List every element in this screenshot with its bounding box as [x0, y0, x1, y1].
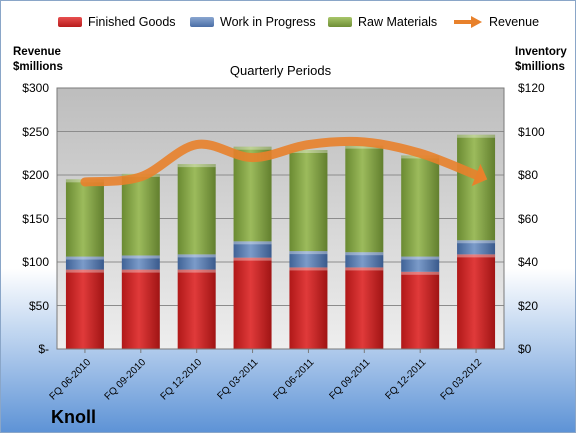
- bar-work-in-progress: [177, 254, 216, 270]
- left-tick-label: $150: [22, 211, 49, 226]
- bar-highlight: [289, 149, 328, 153]
- revenue-arrowhead: [471, 163, 488, 187]
- bar-highlight: [345, 267, 384, 271]
- bar-highlight: [457, 134, 496, 138]
- left-tick-label: $-: [38, 342, 49, 356]
- bar-finished-goods: [457, 254, 496, 349]
- left-tick-label: $200: [22, 168, 49, 182]
- left-tick-label: $50: [28, 298, 49, 313]
- right-tick-label: $0: [518, 342, 532, 356]
- bar-highlight: [65, 269, 104, 273]
- bar-highlight: [289, 267, 328, 271]
- revenue-line: [80, 136, 481, 187]
- chart-title: Quarterly Periods: [229, 63, 332, 78]
- plot-border: [56, 87, 505, 350]
- bar-finished-goods: [345, 267, 384, 349]
- bar-finished-goods: [233, 257, 272, 349]
- legend-revenue-arrow-icon: [454, 16, 482, 28]
- legend-label-finished-goods: Finished Goods: [88, 15, 176, 29]
- left-axis-title-line1: Revenue: [13, 46, 61, 58]
- bar-finished-goods: [65, 269, 104, 349]
- left-axis-title-line2: $millions: [13, 61, 63, 73]
- legend-label-raw-materials: Raw Materials: [358, 15, 438, 29]
- legend: Finished Goods Work in Progress Raw Mate…: [1, 11, 575, 31]
- bar-raw-materials: [121, 173, 160, 256]
- bar-highlight: [345, 252, 384, 256]
- bar-raw-materials: [289, 149, 328, 252]
- right-axis-title-line2: $millions: [515, 61, 565, 73]
- legend-item-raw-materials: Raw Materials: [328, 15, 437, 29]
- left-tick-label: $250: [22, 124, 49, 139]
- bar-finished-goods: [289, 267, 328, 349]
- bar-highlight: [401, 271, 440, 275]
- legend-item-work-in-progress: Work in Progress: [190, 15, 316, 29]
- bar-work-in-progress: [65, 256, 104, 270]
- legend-label-revenue: Revenue: [489, 15, 540, 29]
- bar-work-in-progress: [457, 240, 496, 255]
- bar-highlight: [177, 254, 216, 258]
- bar-highlight: [233, 241, 272, 245]
- bar-work-in-progress: [401, 256, 440, 272]
- bar-work-in-progress: [233, 241, 272, 258]
- left-axis-title: Revenue $millions: [13, 45, 63, 75]
- right-tick-label: $60: [518, 211, 539, 226]
- bar-highlight: [289, 251, 328, 255]
- bar-highlight: [121, 255, 160, 259]
- bar-raw-materials: [457, 134, 496, 241]
- bar-highlight: [177, 164, 216, 168]
- bar-work-in-progress: [121, 255, 160, 270]
- right-tick-label: $120: [518, 81, 545, 95]
- legend-item-finished-goods: Finished Goods: [58, 15, 176, 29]
- right-axis-title-line1: Inventory: [515, 46, 567, 58]
- right-tick-label: $20: [518, 298, 539, 313]
- bar-work-in-progress: [345, 252, 384, 268]
- bar-highlight: [345, 145, 384, 149]
- bar-raw-materials: [345, 145, 384, 253]
- bar-raw-materials: [401, 155, 440, 257]
- bar-raw-materials: [177, 164, 216, 255]
- bar-highlight: [233, 146, 272, 150]
- left-tick-label: $300: [22, 81, 49, 95]
- bar-highlight: [457, 240, 496, 244]
- right-axis-title: Inventory $millions: [515, 45, 567, 75]
- bar-highlight: [177, 269, 216, 273]
- bar-work-in-progress: [289, 251, 328, 268]
- bar-finished-goods: [401, 271, 440, 349]
- right-tick-label: $40: [518, 255, 539, 269]
- legend-swatch-finished-goods: [58, 17, 82, 27]
- right-tick-label: $80: [518, 168, 539, 182]
- right-tick-label: $100: [518, 124, 545, 139]
- legend-swatch-work-in-progress: [190, 17, 214, 27]
- bar-finished-goods: [121, 269, 160, 349]
- legend-item-revenue: Revenue: [453, 15, 539, 29]
- bar-highlight: [401, 256, 440, 260]
- company-name: Knoll: [51, 407, 96, 427]
- bar-finished-goods: [177, 269, 216, 349]
- bar-highlight: [233, 257, 272, 261]
- bar-highlight: [65, 256, 104, 260]
- bar-highlight: [121, 269, 160, 273]
- bar-raw-materials: [65, 179, 104, 257]
- legend-label-work-in-progress: Work in Progress: [220, 15, 316, 29]
- bar-raw-materials: [233, 146, 272, 242]
- bar-highlight: [457, 254, 496, 258]
- left-tick-label: $100: [22, 255, 49, 269]
- legend-swatch-raw-materials: [328, 17, 352, 27]
